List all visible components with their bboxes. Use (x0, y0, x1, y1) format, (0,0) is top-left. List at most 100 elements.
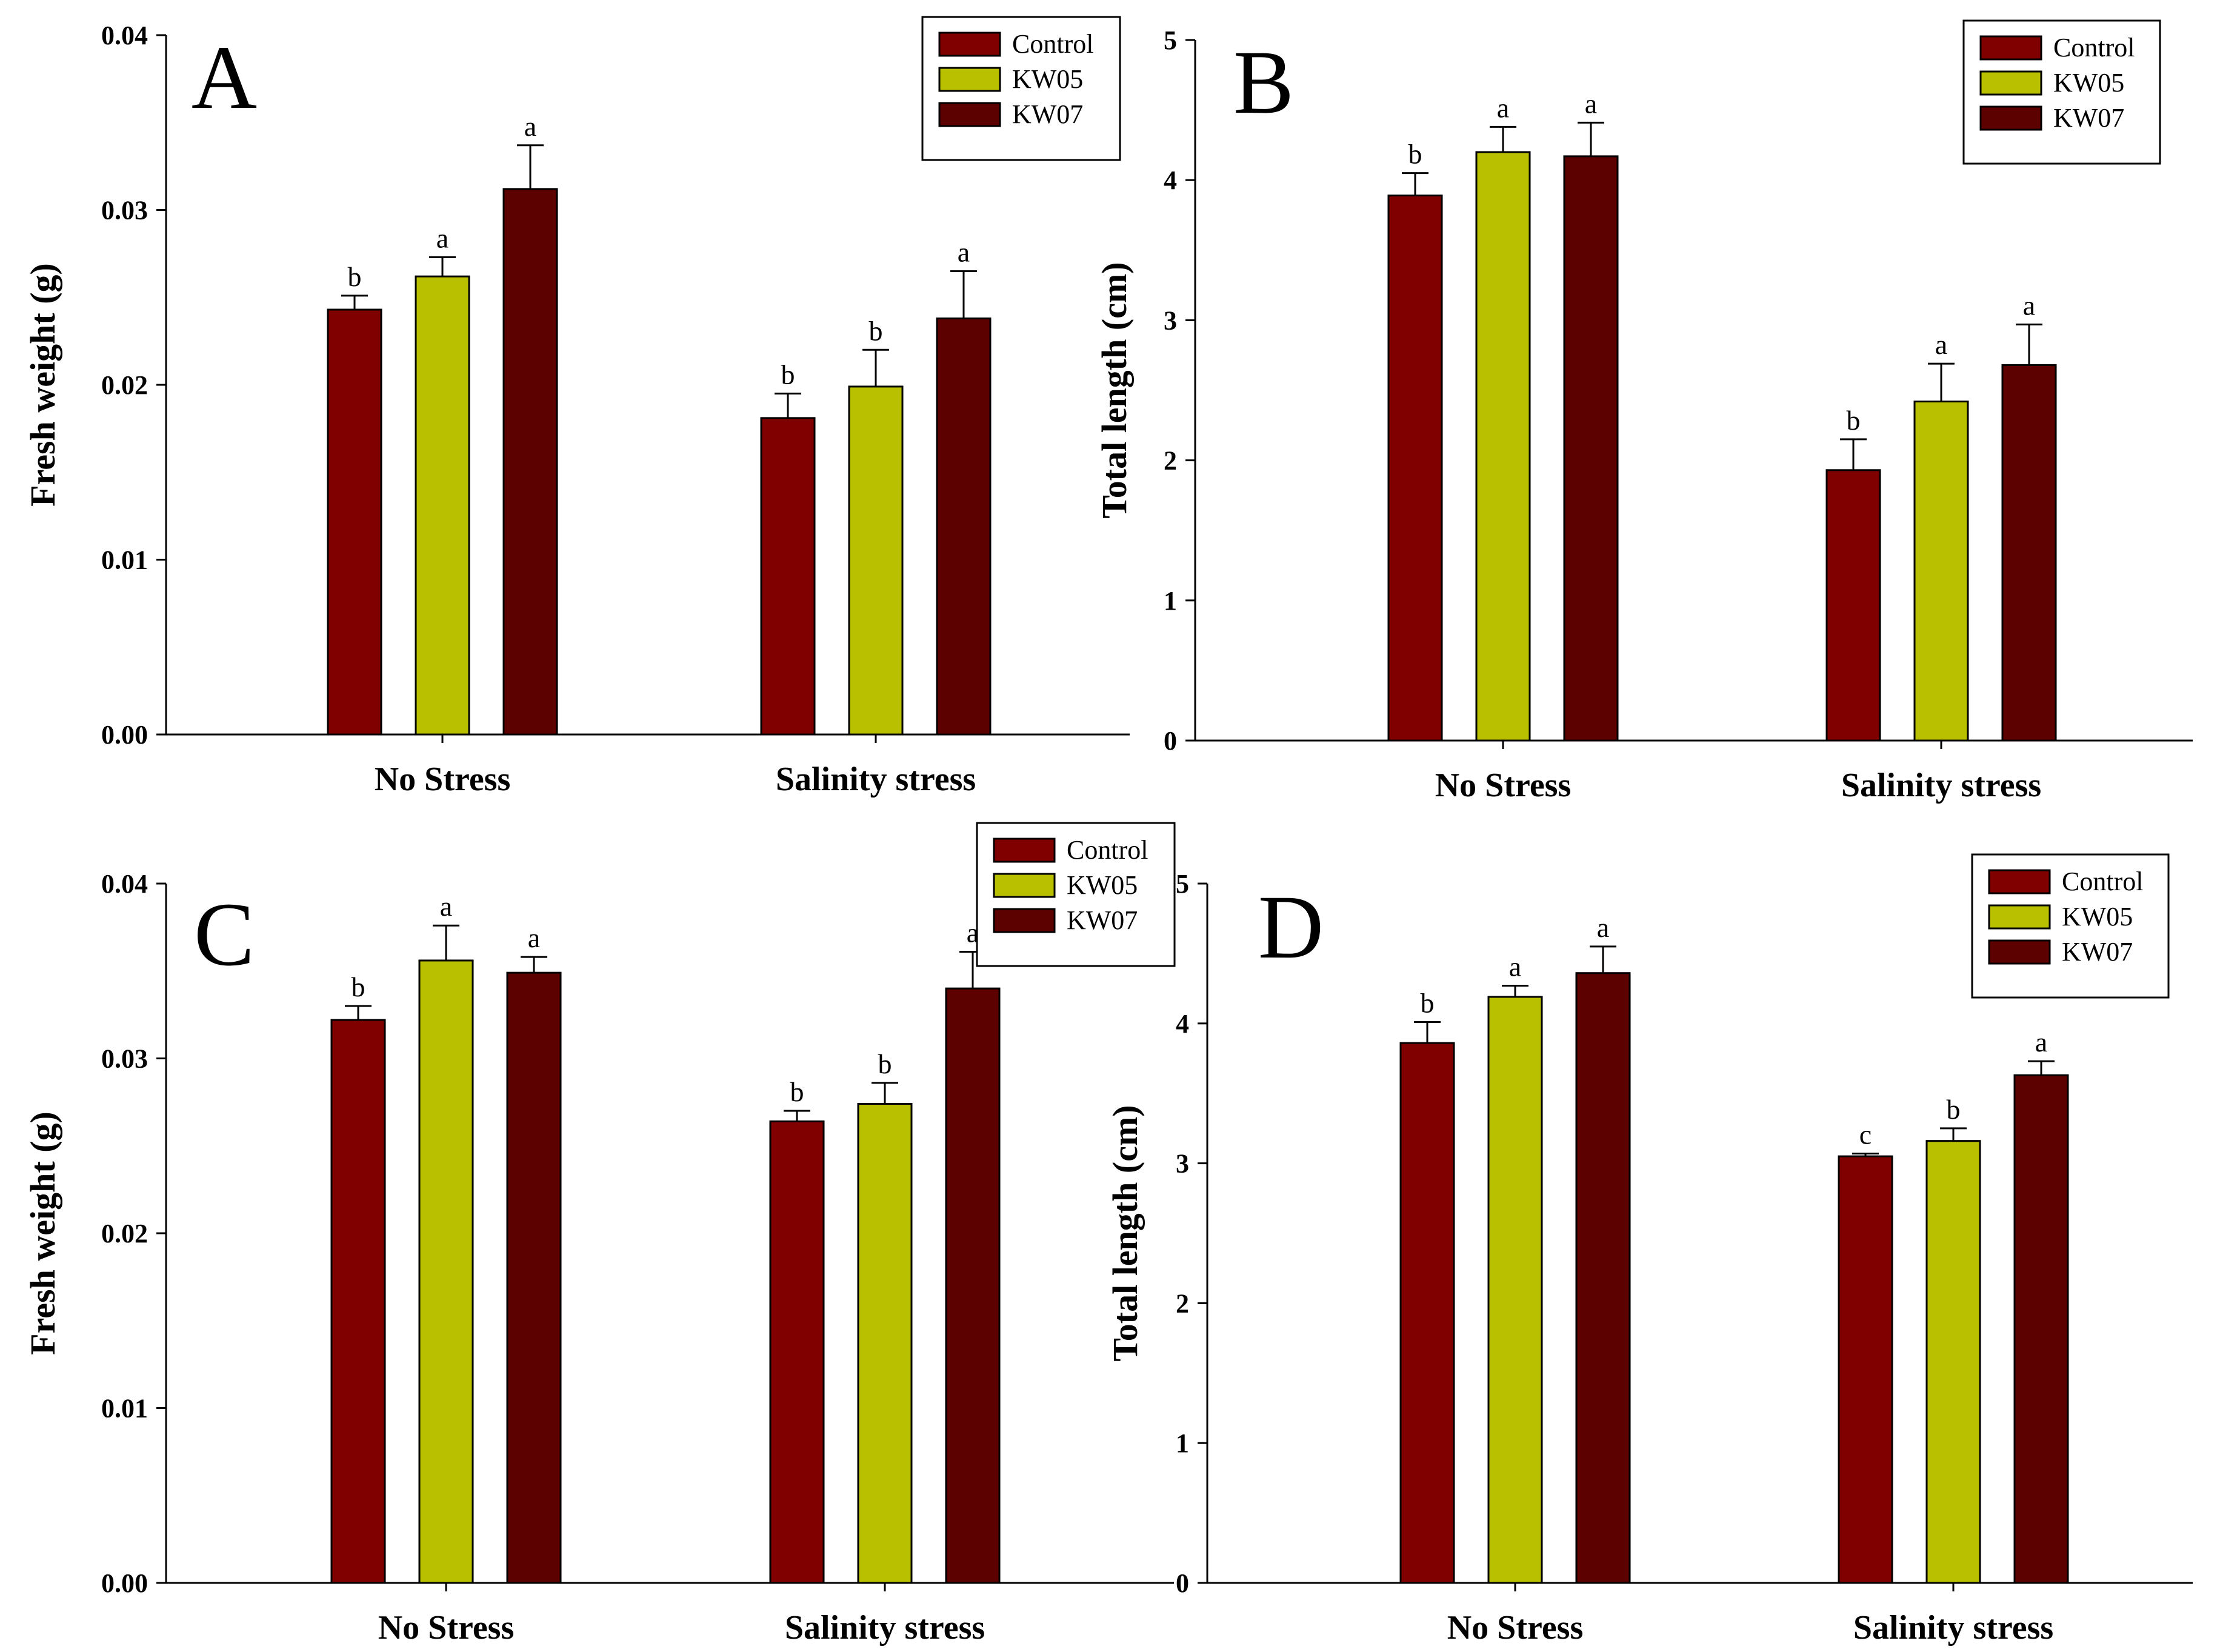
legend-label: KW07 (1067, 905, 1138, 935)
bar-kw05 (1487, 996, 1543, 1584)
panel-letter: C (194, 884, 255, 985)
y-tick-label: 0.04 (101, 21, 148, 50)
bar-kw07 (1563, 155, 1619, 742)
bar-kw05 (1913, 400, 1969, 742)
bar-control (330, 1019, 386, 1584)
bar-kw07 (1575, 972, 1631, 1584)
significance-letter: b (1408, 139, 1422, 170)
y-tick-label: 2 (1176, 1288, 1189, 1318)
significance-letter: b (790, 1076, 804, 1107)
legend-swatch-kw05 (1988, 904, 2051, 930)
legend-swatch-kw05 (1979, 70, 2042, 96)
legend-label: KW05 (1067, 870, 1138, 900)
legend-label: Control (2062, 867, 2143, 896)
chart-panel-a: 0.00 0.01 0.02 0.03 0.04 Fresh weight (g) No S… (23, 16, 1130, 798)
significance-letter: a (524, 111, 536, 142)
bar-kw05 (418, 959, 474, 1584)
legend-label: Control (1067, 835, 1148, 865)
legend-swatch-kw05 (938, 67, 1001, 92)
legend-swatch-kw07 (1988, 939, 2051, 965)
significance-letter: b (781, 359, 795, 390)
y-tick-label: 4 (1176, 1009, 1189, 1039)
panel-letter: B (1233, 32, 1294, 133)
legend-swatch-kw05 (993, 873, 1056, 898)
significance-letter: a (528, 922, 540, 953)
significance-letter: a (1509, 951, 1521, 982)
x-category-label: No Stress (1435, 767, 1572, 804)
y-tick-label: 0.00 (101, 720, 148, 750)
legend: Control KW05 KW07 (976, 822, 1176, 967)
y-tick-label: 0 (1176, 1568, 1189, 1598)
y-tick-label: 3 (1176, 1149, 1189, 1179)
x-category-label: Salinity stress (785, 1609, 985, 1647)
bar-kw05 (1925, 1140, 1981, 1584)
legend-label: KW05 (2053, 68, 2124, 98)
bar-kw05 (848, 385, 904, 736)
chart-panel-c: 0.00 0.01 0.02 0.03 0.04 Fresh weight (g) No S… (23, 822, 1176, 1647)
significance-letter: c (1859, 1119, 1872, 1150)
panel-letter: D (1258, 877, 1324, 978)
significance-letter: b (1421, 987, 1435, 1018)
significance-letter: a (1585, 88, 1597, 119)
y-tick-label: 2 (1164, 446, 1177, 476)
y-axis-title: Total length (cm) (1095, 262, 1134, 518)
legend-swatch-control (993, 838, 1056, 863)
legend-label: KW07 (1012, 99, 1083, 129)
significance-letter: a (2023, 290, 2035, 321)
x-category-label: Salinity stress (776, 761, 976, 798)
bar-kw07 (2013, 1074, 2069, 1584)
significance-letter: a (436, 222, 448, 253)
legend: Control KW05 KW07 (1962, 19, 2161, 165)
legend-label: Control (1012, 29, 1093, 59)
bar-kw05 (1475, 151, 1531, 742)
significance-letter: b (869, 315, 883, 346)
y-tick-label: 1 (1176, 1428, 1189, 1458)
legend: Control KW05 KW07 (1971, 853, 2170, 999)
bar-control (769, 1120, 825, 1584)
bar-control (1399, 1042, 1455, 1584)
bar-kw05 (415, 275, 470, 736)
y-tick-label: 0.01 (101, 545, 148, 575)
bar-control (760, 417, 816, 736)
bar-control (1387, 195, 1443, 742)
bar-control (327, 308, 382, 736)
legend: Control KW05 KW07 (921, 16, 1121, 161)
y-tick-label: 0.01 (101, 1394, 148, 1424)
significance-letter: a (1935, 329, 1947, 360)
significance-letter: a (440, 891, 452, 922)
bar-control (1838, 1155, 1893, 1584)
y-tick-label: 3 (1164, 305, 1177, 335)
legend-swatch-control (1979, 35, 2042, 61)
legend-swatch-kw07 (938, 102, 1001, 127)
significance-letter: b (878, 1048, 892, 1079)
significance-letter: a (958, 236, 970, 267)
x-category-label: No Stress (1447, 1609, 1584, 1647)
bar-kw07 (502, 188, 558, 736)
significance-letter: a (2035, 1027, 2047, 1057)
panel-letter: A (192, 27, 257, 128)
legend-swatch-control (938, 32, 1001, 57)
legend-label: KW05 (1012, 64, 1083, 94)
bar-kw05 (857, 1103, 913, 1584)
significance-letter: b (352, 971, 365, 1002)
bar-kw07 (506, 971, 562, 1584)
y-axis-title: Total length (cm) (1105, 1105, 1145, 1361)
legend-swatch-control (1988, 869, 2051, 894)
y-tick-label: 5 (1176, 869, 1189, 899)
y-tick-label: 1 (1164, 586, 1177, 616)
bar-kw07 (945, 987, 1001, 1584)
y-axis-title: Fresh weight (g) (23, 263, 62, 507)
y-tick-label: 0.00 (101, 1568, 148, 1598)
significance-letter: b (1947, 1094, 1961, 1125)
legend-label: KW05 (2062, 902, 2133, 931)
x-category-label: Salinity stress (1841, 767, 2041, 804)
y-tick-label: 0.03 (101, 1044, 148, 1074)
legend-label: Control (2053, 33, 2135, 62)
y-axis-title: Fresh weight (g) (23, 1111, 62, 1355)
significance-letter: b (348, 261, 362, 292)
y-tick-label: 0.04 (101, 869, 148, 899)
x-category-label: No Stress (378, 1609, 515, 1647)
legend-label: KW07 (2053, 103, 2124, 133)
chart-panel-b: 0 1 2 3 4 5 Total length (cm) No Stress Salinity… (1095, 19, 2193, 804)
